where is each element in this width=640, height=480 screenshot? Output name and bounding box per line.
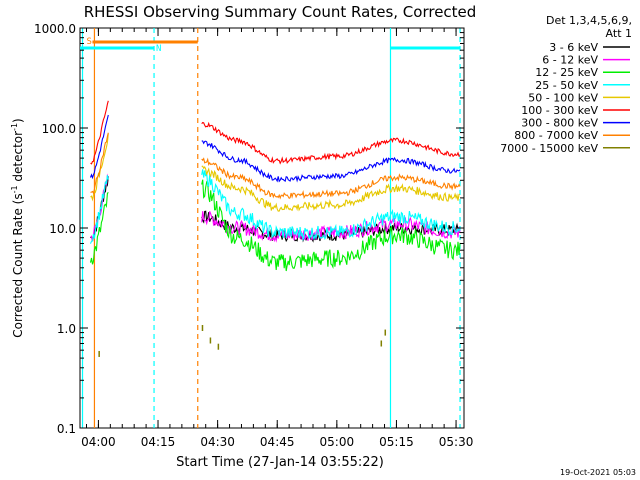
legend-label-5: 100 - 300 keV	[521, 104, 598, 117]
legend-label-1: 6 - 12 keV	[542, 54, 598, 67]
series-7-line	[90, 132, 109, 195]
series-layer	[89, 100, 461, 357]
series-5-line	[201, 121, 461, 165]
series-0-line	[90, 176, 109, 241]
series-5-line	[90, 100, 109, 165]
y-tick-label: 0.1	[57, 422, 76, 436]
x-tick-label: 04:30	[200, 435, 235, 449]
series-8	[98, 325, 387, 357]
x-tick-label: 04:15	[141, 435, 176, 449]
series-2	[89, 179, 461, 272]
series-2-line	[89, 191, 109, 265]
timestamp: 19-Oct-2021 05:03	[560, 468, 636, 477]
legend-header-line2: Att 1	[606, 27, 632, 40]
x-tick-label: 05:30	[439, 435, 474, 449]
night-label: N	[156, 44, 161, 54]
x-tick-label: 04:45	[260, 435, 295, 449]
legend-label-3: 25 - 50 keV	[535, 79, 598, 92]
y-tick-label: 100.0	[42, 122, 76, 136]
series-5	[90, 100, 461, 165]
series-4	[90, 133, 461, 212]
x-tick-label: 05:15	[379, 435, 414, 449]
series-3	[89, 169, 461, 244]
y-tick-label: 10.0	[49, 222, 76, 236]
series-4-line	[201, 165, 461, 212]
legend-label-6: 300 - 800 keV	[521, 117, 598, 130]
y-tick-label: 1.0	[57, 322, 76, 336]
x-tick-label: 04:00	[81, 435, 116, 449]
series-6	[89, 114, 461, 183]
series-8-point	[98, 350, 100, 357]
x-axis-ticks: 04:00 04:15 04:30 04:45 05:00 05:15 05:30	[81, 28, 473, 449]
legend-label-0: 3 - 6 keV	[549, 41, 598, 54]
legend-header-line1: Det 1,3,4,5,6,9,	[546, 14, 632, 27]
series-7-line	[201, 157, 461, 200]
x-tick-label: 05:00	[320, 435, 355, 449]
y-tick-label: 1000.0	[34, 22, 76, 36]
series-8-point	[209, 337, 212, 344]
saa-label: S	[86, 37, 91, 47]
series-4-line	[90, 133, 109, 202]
series-8-point	[384, 329, 387, 336]
legend-label-2: 12 - 25 keV	[535, 66, 598, 79]
series-1-line	[201, 211, 461, 243]
legend-label-8: 7000 - 15000 keV	[500, 142, 598, 155]
series-8-point	[201, 325, 204, 331]
y-axis-label: Corrected Count Rate (s-1 detector-1)	[10, 118, 25, 337]
series-7	[90, 132, 461, 200]
chart-title: RHESSI Observing Summary Count Rates, Co…	[84, 3, 477, 21]
observing-overlays: SN	[80, 28, 461, 428]
legend-label-7: 800 - 7000 keV	[514, 129, 598, 142]
y-axis-ticks: 0.1 1.0 10.0 100.0 1000.0	[34, 22, 464, 436]
legend-label-4: 50 - 100 keV	[528, 91, 598, 104]
series-8-point	[217, 343, 220, 350]
series-6-line	[89, 114, 109, 180]
series-2-line	[201, 179, 461, 272]
x-axis-label: Start Time (27-Jan-14 03:55:22)	[176, 455, 384, 470]
series-6-line	[201, 140, 461, 183]
series-3-line	[201, 169, 461, 242]
series-3-line	[89, 175, 109, 244]
series-8-point	[380, 340, 383, 347]
